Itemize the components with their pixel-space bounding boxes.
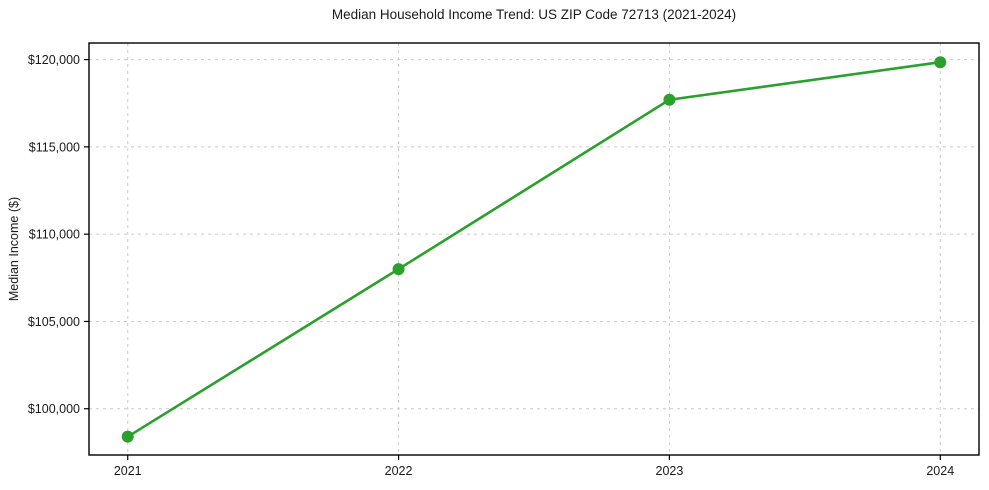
data-point-marker <box>121 430 134 443</box>
y-tick-label: $100,000 <box>28 402 80 416</box>
chart-title: Median Household Income Trend: US ZIP Co… <box>331 7 737 22</box>
y-tick-label: $110,000 <box>29 228 80 242</box>
x-tick-label: 2024 <box>926 464 954 478</box>
trend-line <box>126 60 942 438</box>
data-point-marker <box>934 56 947 69</box>
data-point-marker <box>663 93 676 106</box>
y-tick-label: $105,000 <box>28 315 80 329</box>
x-tick-label: 2023 <box>656 464 684 478</box>
y-tick-label: $115,000 <box>29 140 80 154</box>
x-tick-label: 2022 <box>385 464 413 478</box>
data-point-marker <box>392 263 405 276</box>
x-tick-label: 2021 <box>114 464 142 478</box>
plot-border <box>88 42 980 456</box>
y-tick-label: $120,000 <box>28 53 80 67</box>
